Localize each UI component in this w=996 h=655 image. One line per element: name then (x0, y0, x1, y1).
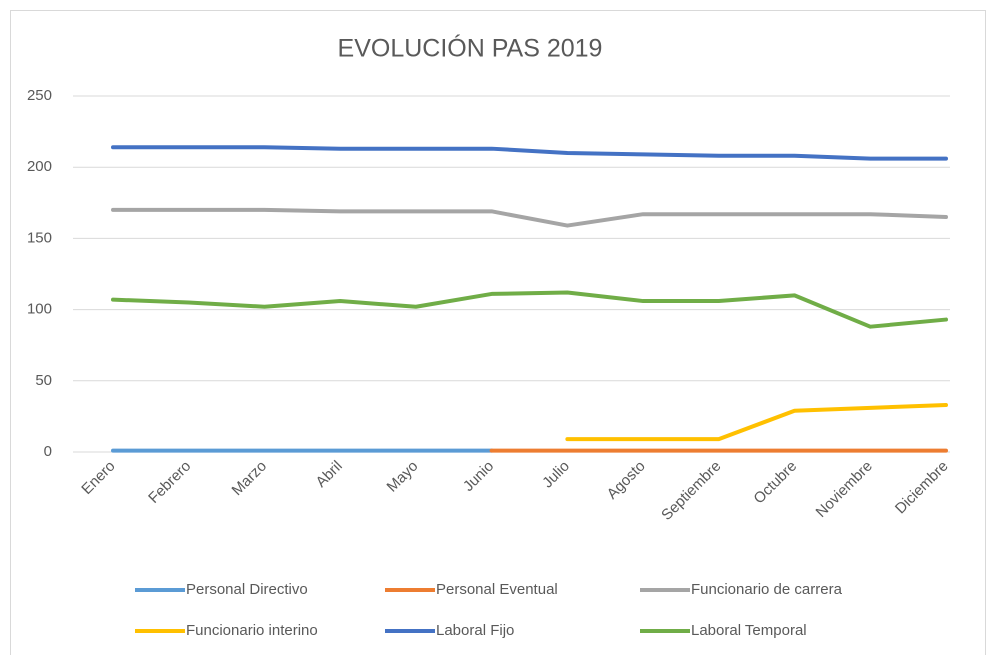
series-line (111, 290, 948, 329)
series-line (565, 403, 948, 442)
legend-label: Personal Eventual (436, 581, 558, 598)
legend-label: Funcionario interino (186, 622, 318, 639)
y-tick-label: 150 (27, 229, 52, 246)
legend-label: Laboral Temporal (691, 622, 807, 639)
y-tick-label: 200 (27, 158, 52, 175)
y-tick-label: 250 (27, 87, 52, 104)
series-line (111, 207, 948, 228)
series-line (111, 145, 948, 161)
legend-label: Personal Directivo (186, 581, 308, 598)
chart-title: EVOLUCIÓN PAS 2019 (338, 34, 603, 63)
y-tick-label: 100 (27, 301, 52, 318)
y-tick-label: 50 (35, 372, 52, 389)
chart-border (10, 10, 986, 655)
legend-label: Laboral Fijo (436, 622, 514, 639)
y-tick-label: 0 (44, 443, 52, 460)
legend-label: Funcionario de carrera (691, 581, 843, 598)
